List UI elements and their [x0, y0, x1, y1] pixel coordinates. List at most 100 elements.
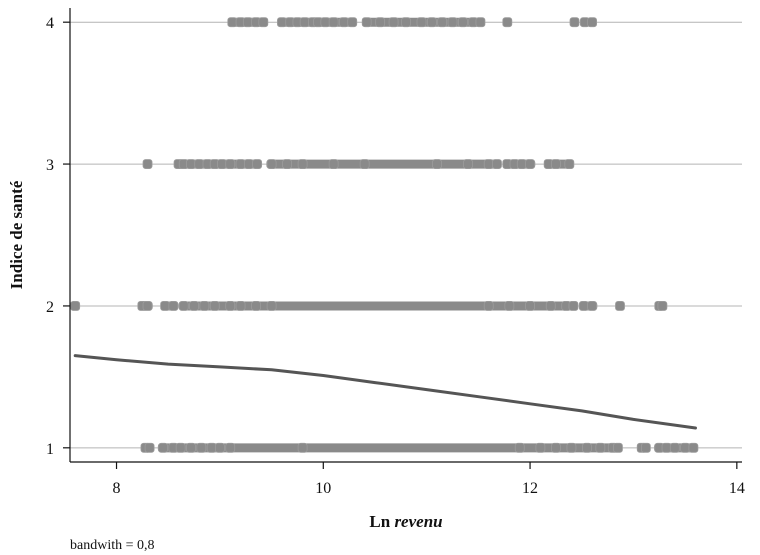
point-y2-13 — [483, 301, 494, 311]
point-y3-0 — [142, 159, 153, 169]
y-tick-label-4: 4 — [46, 15, 54, 32]
point-band-y2-2 — [178, 301, 577, 311]
point-y2-18 — [568, 301, 579, 311]
point-y4-20 — [426, 17, 437, 28]
point-y4-14 — [347, 17, 358, 28]
point-y4-29 — [587, 17, 597, 28]
point-y2-0 — [70, 301, 81, 311]
point-y1-6 — [196, 442, 207, 453]
point-y4-22 — [447, 17, 458, 28]
point-y4-25 — [475, 17, 486, 28]
point-y1-4 — [175, 442, 186, 453]
point-y1-13 — [551, 442, 561, 453]
x-tick-label-14: 14 — [729, 480, 745, 497]
point-y1-25 — [688, 442, 699, 453]
point-y2-14 — [504, 301, 515, 311]
y-gridlines — [70, 21, 742, 449]
point-y2-16 — [545, 301, 556, 311]
x-tick-label-8: 8 — [113, 480, 121, 497]
x-tick-label-12: 12 — [522, 480, 538, 497]
point-y3-11 — [252, 159, 263, 169]
point-y1-20 — [640, 442, 651, 453]
point-y2-19 — [578, 301, 589, 311]
point-y1-8 — [215, 442, 225, 453]
point-y3-16 — [359, 159, 370, 169]
point-y4-18 — [401, 17, 411, 28]
y-tick-label-3: 3 — [46, 157, 54, 174]
point-y2-20 — [587, 301, 597, 311]
x-tick-label-10: 10 — [315, 480, 331, 497]
y-axis-title: Indice de santé — [7, 180, 26, 289]
point-y1-2 — [158, 442, 168, 453]
point-y4-19 — [416, 17, 427, 28]
bandwidth-note: bandwith = 0,8 — [70, 538, 155, 553]
y-tick-label-2: 2 — [46, 299, 54, 316]
point-y4-0 — [227, 17, 238, 28]
point-y2-3 — [160, 301, 171, 311]
point-y2-15 — [525, 301, 535, 311]
point-y3-23 — [516, 159, 527, 169]
point-y1-14 — [566, 442, 577, 453]
point-y4-2 — [242, 17, 253, 28]
point-y1-9 — [225, 442, 236, 453]
point-y4-12 — [328, 17, 339, 28]
point-y2-9 — [225, 301, 236, 311]
point-y3-17 — [432, 159, 442, 169]
point-band-y1-1 — [157, 443, 618, 453]
point-y2-8 — [209, 301, 220, 311]
point-y1-18 — [613, 442, 623, 453]
point-y4-21 — [437, 17, 448, 28]
point-y1-24 — [680, 442, 691, 453]
point-y2-6 — [189, 301, 199, 311]
point-y3-13 — [282, 159, 293, 169]
y-tick-label-1: 1 — [46, 441, 54, 458]
point-y1-11 — [514, 442, 525, 453]
point-y3-12 — [266, 159, 277, 169]
point-y2-4 — [168, 301, 179, 311]
point-y1-15 — [582, 442, 592, 453]
point-y3-20 — [492, 159, 502, 169]
point-y2-5 — [178, 301, 189, 311]
point-y1-7 — [206, 442, 217, 453]
point-y2-23 — [657, 301, 668, 311]
point-y3-9 — [235, 159, 246, 169]
point-y4-15 — [361, 17, 372, 28]
point-y4-5 — [277, 17, 287, 28]
point-y4-17 — [388, 17, 399, 28]
point-y1-10 — [297, 442, 308, 453]
point-y4-16 — [375, 17, 386, 28]
axes — [63, 8, 742, 469]
point-y1-16 — [595, 442, 606, 453]
x-axis-title-bold: Ln — [369, 512, 394, 531]
scatter-points — [70, 17, 699, 453]
point-y3-10 — [243, 159, 254, 169]
lowess-line — [73, 354, 697, 430]
point-y4-11 — [320, 17, 331, 28]
point-y4-23 — [457, 17, 468, 28]
point-y3-15 — [328, 159, 339, 169]
point-y3-14 — [297, 159, 308, 169]
point-y3-18 — [463, 159, 473, 169]
point-y1-23 — [669, 442, 680, 453]
smooth-line-layer — [73, 354, 697, 430]
point-y3-4 — [194, 159, 205, 169]
x-axis-title-italic: revenu — [394, 512, 442, 531]
point-y4-13 — [339, 17, 349, 28]
point-y1-1 — [144, 442, 155, 453]
point-y3-8 — [225, 159, 236, 169]
point-y1-5 — [186, 442, 196, 453]
point-y1-12 — [535, 442, 546, 453]
point-y3-27 — [564, 159, 575, 169]
point-y2-10 — [235, 301, 246, 311]
point-y3-19 — [483, 159, 494, 169]
point-y2-11 — [251, 301, 261, 311]
point-y4-27 — [569, 17, 580, 28]
point-y3-3 — [186, 159, 196, 169]
point-y1-22 — [661, 442, 672, 453]
point-y3-26 — [551, 159, 561, 169]
point-y2-21 — [615, 301, 625, 311]
point-y2-7 — [199, 301, 210, 311]
point-y2-12 — [266, 301, 277, 311]
